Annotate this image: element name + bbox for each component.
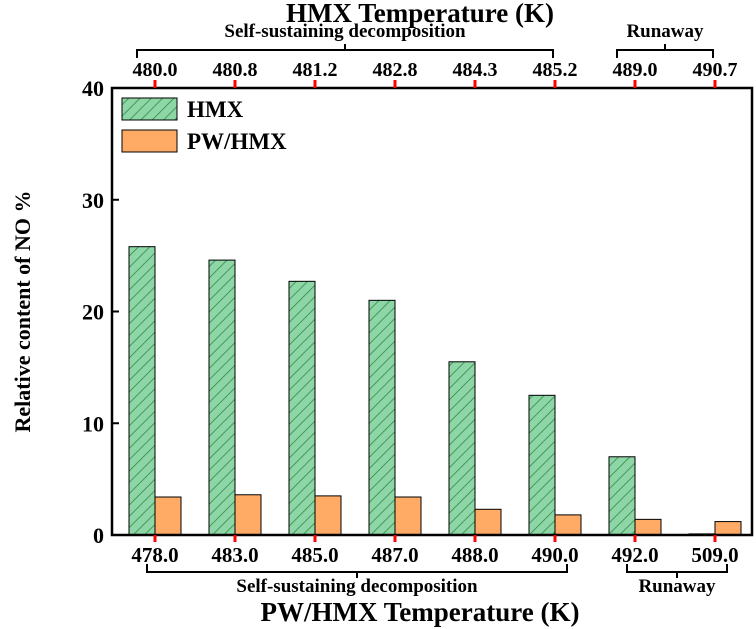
bar-hmx-4 xyxy=(448,361,476,536)
x-bottom-tick-label: 478.0 xyxy=(131,543,178,567)
x-top-tick-label: 480.0 xyxy=(133,59,178,81)
x-bottom-tick-label: 490.0 xyxy=(531,543,578,567)
x-bottom-tick-label: 509.0 xyxy=(691,543,738,567)
x-top-annotation-bracket xyxy=(616,44,714,58)
legend-label-hmx: HMX xyxy=(187,97,244,122)
y-tick-label: 10 xyxy=(82,411,104,436)
legend-label-pw-hmx: PW/HMX xyxy=(187,129,287,154)
y-axis-label: Relative content of NO % xyxy=(10,191,35,433)
bar-pw-hmx-4 xyxy=(474,508,502,536)
x-top-tick-label: 490.7 xyxy=(693,59,738,81)
bar-pw-hmx-7 xyxy=(714,521,742,536)
x-top-tick-label: 489.0 xyxy=(613,59,658,81)
x-top-axis-label: HMX Temperature (K) xyxy=(286,0,554,28)
bar-hmx-2 xyxy=(288,280,316,536)
x-bottom-tick-label: 492.0 xyxy=(611,543,658,567)
legend-swatch-hmx xyxy=(121,97,178,121)
x-bottom-tick-label: 483.0 xyxy=(211,543,258,567)
x-top-tick-label: 485.2 xyxy=(533,59,578,81)
bar-pw-hmx-1 xyxy=(234,494,262,536)
x-top-tick-label: 482.8 xyxy=(373,59,418,81)
y-tick-label: 30 xyxy=(82,188,104,213)
plot-frame xyxy=(110,86,754,537)
bar-pw-hmx-0 xyxy=(154,496,182,536)
plot-area: 0 10 20 30 40 Relative content of NO % 478.0 48… xyxy=(10,0,754,627)
y-tick-label: 20 xyxy=(82,300,104,325)
x-top-tick-label: 484.3 xyxy=(453,59,498,81)
bar-pw-hmx-3 xyxy=(394,496,422,536)
x-top-annotation-bracket xyxy=(136,44,554,58)
bar-pw-hmx-5 xyxy=(554,514,582,536)
x-top-annotation-label: Self-sustaining decomposition xyxy=(224,21,466,42)
x-top-annotation-label: Runaway xyxy=(626,21,704,42)
bar-hmx-6 xyxy=(608,456,636,536)
x-bottom-tick-label: 485.0 xyxy=(291,543,338,567)
x-bottom-tick-label: 488.0 xyxy=(451,543,498,567)
x-bottom-tick-label: 487.0 xyxy=(371,543,418,567)
x-bottom-annotation-bracket xyxy=(626,564,728,578)
x-top-tick-label: 481.2 xyxy=(293,59,338,81)
y-tick-label: 40 xyxy=(82,76,104,101)
x-bottom-axis-label: PW/HMX Temperature (K) xyxy=(261,597,580,627)
bar-pw-hmx-6 xyxy=(634,518,662,536)
bar-hmx-0 xyxy=(128,246,156,536)
bar-hmx-3 xyxy=(368,299,396,536)
bar-hmx-5 xyxy=(528,394,556,536)
legend-swatch-pw-hmx xyxy=(121,129,178,153)
x-top-tick-label: 480.8 xyxy=(213,59,258,81)
bar-hmx-1 xyxy=(208,259,236,536)
x-bottom-annotation-label: Self-sustaining decomposition xyxy=(236,576,478,597)
y-tick-label: 0 xyxy=(93,523,104,548)
x-bottom-annotation-bracket xyxy=(146,564,568,578)
bar-pw-hmx-2 xyxy=(314,495,342,536)
x-bottom-annotation-label: Runaway xyxy=(638,576,716,597)
